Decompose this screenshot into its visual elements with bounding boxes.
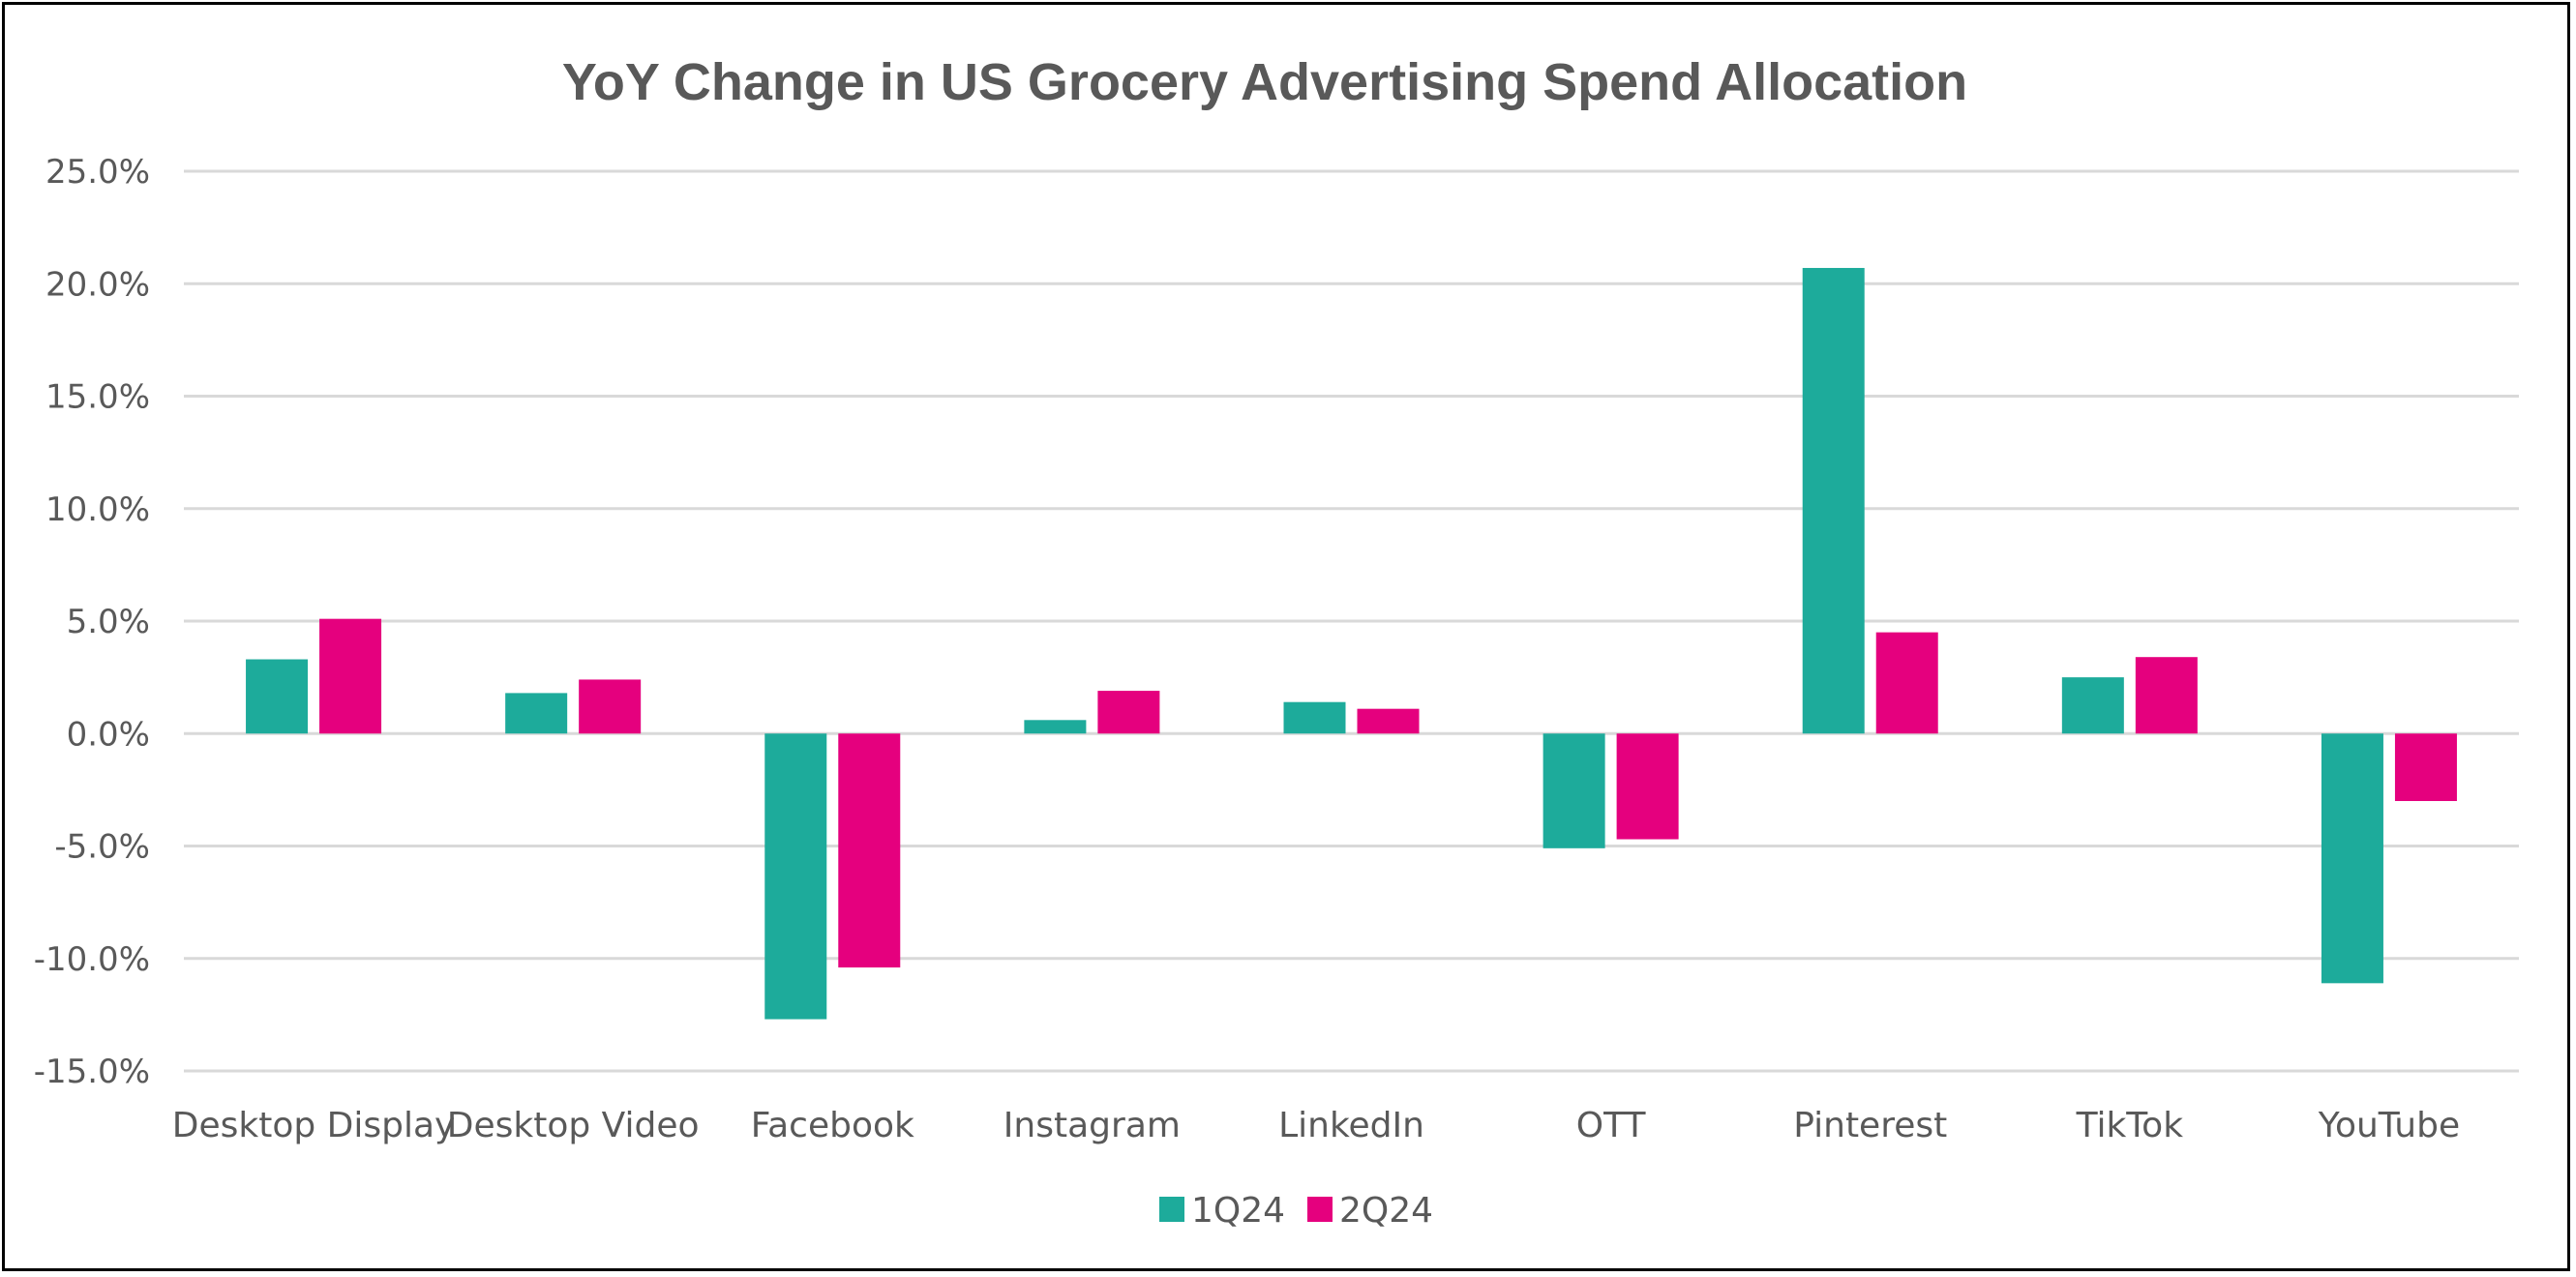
y-tick-label: -10.0%: [34, 940, 150, 979]
bar-2q24-pinterest: [1875, 632, 1938, 734]
bar-1q24-linkedin: [1283, 701, 1346, 734]
x-category-label: Desktop Display: [172, 1106, 456, 1145]
bar-1q24-desktop-display: [246, 659, 309, 734]
bar-1q24-instagram: [1024, 720, 1087, 734]
chart-title: YoY Change in US Grocery Advertising Spe…: [562, 53, 1967, 111]
bar-1q24-youtube: [2321, 733, 2383, 984]
bar-1q24-desktop-video: [505, 693, 568, 734]
bar-2q24-ott: [1616, 733, 1679, 840]
x-category-label: Facebook: [751, 1106, 914, 1145]
bar-chart: YoY Change in US Grocery Advertising Spe…: [34, 53, 2519, 1231]
y-tick-label: 15.0%: [45, 378, 150, 417]
legend: 1Q24 2Q24: [1159, 1191, 1433, 1231]
legend-label-2q24: 2Q24: [1339, 1191, 1433, 1231]
legend-swatch-1q24: [1159, 1197, 1184, 1222]
gridlines: [184, 169, 2519, 1073]
bar-2q24-tiktok: [2135, 657, 2198, 734]
y-tick-label: 20.0%: [45, 265, 150, 304]
x-category-label: Pinterest: [1793, 1106, 1947, 1145]
bars: [246, 267, 2457, 1020]
bar-1q24-ott: [1543, 733, 1605, 848]
bar-2q24-facebook: [838, 733, 901, 968]
bar-1q24-pinterest: [1802, 267, 1865, 734]
legend-swatch-2q24: [1307, 1197, 1333, 1222]
y-tick-label: 10.0%: [45, 490, 150, 529]
x-category-label: OTT: [1576, 1106, 1647, 1145]
x-category-label: LinkedIn: [1278, 1106, 1424, 1145]
bar-1q24-tiktok: [2061, 677, 2124, 734]
bar-2q24-youtube: [2394, 733, 2457, 801]
y-axis-ticks: 25.0% 20.0% 15.0% 10.0% 5.0% 0.0% -5.0% -10.0% -…: [34, 153, 150, 1091]
x-category-label: Desktop Video: [447, 1106, 700, 1145]
x-category-label: TikTok: [2076, 1106, 2184, 1145]
y-tick-label: 0.0%: [67, 715, 150, 754]
x-category-label: YouTube: [2318, 1106, 2460, 1145]
bar-2q24-desktop-display: [319, 618, 382, 734]
y-tick-label: 5.0%: [67, 603, 150, 641]
bar-1q24-facebook: [764, 733, 827, 1020]
y-tick-label: 25.0%: [45, 153, 150, 192]
y-tick-label: -5.0%: [54, 828, 150, 867]
y-tick-label: -15.0%: [34, 1053, 150, 1091]
bar-2q24-linkedin: [1357, 708, 1420, 734]
legend-label-1q24: 1Q24: [1191, 1191, 1285, 1231]
x-category-label: Instagram: [1003, 1106, 1181, 1145]
bar-2q24-desktop-video: [579, 679, 642, 734]
bar-2q24-instagram: [1097, 691, 1160, 734]
